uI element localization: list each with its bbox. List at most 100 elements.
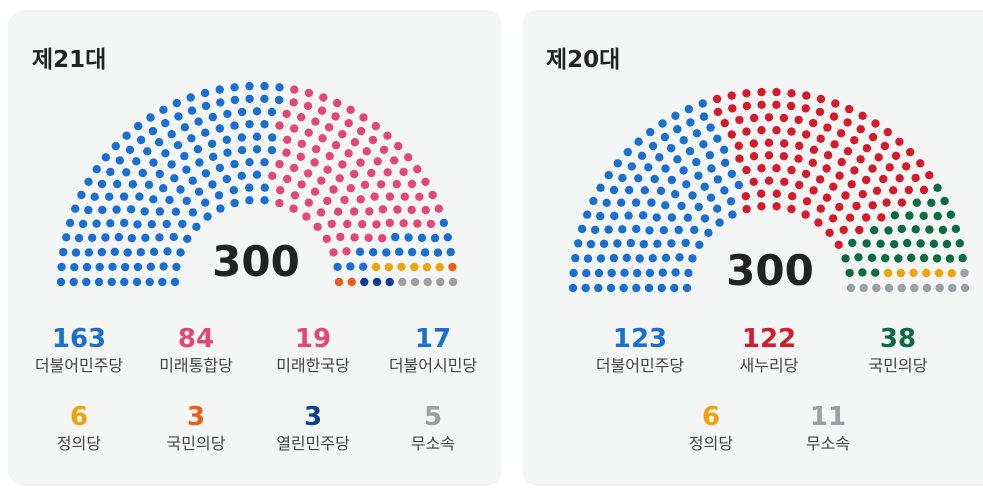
seat-dot	[144, 180, 154, 189]
seat-dot	[399, 219, 408, 228]
seat-dot	[683, 213, 693, 222]
seat-dot	[114, 232, 124, 242]
seat-dot	[879, 174, 888, 184]
seat-dot	[871, 119, 880, 128]
seat-dot	[399, 167, 408, 177]
seat-dot	[925, 225, 934, 234]
seat-dot	[84, 177, 93, 186]
seat-dot	[590, 225, 600, 235]
seat-dot	[881, 254, 890, 263]
seat-dot	[764, 176, 774, 185]
seat-dot	[604, 171, 613, 180]
seat-dot	[870, 226, 879, 235]
seat-dot	[323, 165, 332, 174]
seat-dot	[267, 107, 277, 117]
seat-dot	[834, 240, 843, 249]
seat-dot	[631, 198, 641, 207]
seat-dot	[660, 132, 670, 142]
seat-dot	[154, 138, 164, 147]
seat-dot	[780, 139, 789, 148]
seat-dot	[721, 158, 730, 167]
seat-dot	[252, 145, 262, 154]
seat-dot	[397, 262, 406, 271]
seat-dot	[331, 141, 341, 150]
seat-dot	[413, 219, 422, 228]
seat-dot	[297, 180, 306, 189]
seat-dot	[929, 239, 939, 248]
seat-dot	[289, 98, 298, 107]
seat-dot	[133, 262, 143, 272]
party-seats: 3	[303, 402, 323, 432]
seat-dot	[839, 225, 848, 235]
seat-dot	[699, 140, 708, 149]
seat-dot	[122, 168, 131, 177]
seat-dot	[245, 94, 254, 104]
seat-dot	[885, 163, 894, 172]
seat-dot	[726, 197, 736, 206]
seat-dot	[417, 233, 427, 242]
seat-dot	[719, 145, 729, 154]
seat-dot	[947, 269, 956, 278]
seat-dot	[599, 239, 609, 248]
seat-dot	[829, 112, 839, 121]
seat-dot	[439, 218, 449, 228]
seat-dot	[671, 190, 680, 199]
seat-dot	[356, 126, 366, 136]
seat-dot	[904, 185, 913, 195]
seat-dot	[646, 127, 655, 137]
seat-dot	[658, 268, 667, 277]
seat-dot	[230, 159, 239, 169]
seat-dot	[260, 94, 269, 104]
seat-dot	[610, 211, 619, 221]
seat-dot	[742, 127, 751, 136]
seat-dot	[110, 247, 120, 256]
party-name: 국민의당	[166, 434, 226, 453]
seat-dot	[902, 162, 911, 171]
seat-dot	[334, 277, 344, 287]
seat-dot	[65, 218, 75, 228]
seat-dot	[906, 147, 915, 157]
seat-dot	[149, 158, 158, 167]
party-item: 6 정의당	[646, 402, 776, 456]
seat-dot	[385, 218, 394, 228]
seat-dot	[871, 268, 880, 277]
seat-dot	[713, 204, 722, 213]
seat-dot	[932, 254, 942, 263]
seat-dot	[772, 164, 781, 173]
seat-dot	[707, 164, 716, 173]
seat-dot	[706, 193, 716, 202]
seat-dot	[695, 240, 704, 249]
seat-dot	[648, 254, 657, 263]
seat-dot	[316, 208, 326, 217]
seat-dot	[393, 205, 402, 214]
seat-dot	[582, 269, 591, 278]
seat-dot	[862, 175, 871, 185]
seat-dot	[933, 211, 942, 221]
seat-dot	[694, 202, 703, 212]
seat-dot	[727, 130, 736, 139]
seat-dot	[895, 174, 904, 183]
seat-dot	[667, 213, 677, 222]
seat-dot	[229, 186, 238, 195]
seat-dot	[174, 112, 183, 121]
seat-dot	[347, 277, 356, 287]
seat-dot	[653, 239, 662, 248]
seat-dot	[647, 198, 656, 207]
seat-dot	[165, 195, 174, 205]
seat-dot	[350, 169, 359, 179]
party-seats: 122	[741, 324, 797, 354]
seat-dot	[214, 191, 224, 200]
seat-dot	[720, 118, 729, 128]
seat-dot	[809, 186, 818, 195]
seat-dot	[120, 277, 129, 287]
seat-dot	[201, 101, 211, 111]
seat-dot	[764, 151, 774, 160]
party-item: 163 더불어민주당	[14, 324, 144, 378]
seat-dot	[138, 168, 147, 178]
seat-dot	[446, 247, 455, 257]
seat-dot	[290, 85, 299, 94]
party-name: 국민의당	[868, 356, 928, 375]
seat-dot	[74, 233, 84, 243]
seat-dot	[801, 210, 810, 219]
seat-dot	[187, 134, 196, 143]
